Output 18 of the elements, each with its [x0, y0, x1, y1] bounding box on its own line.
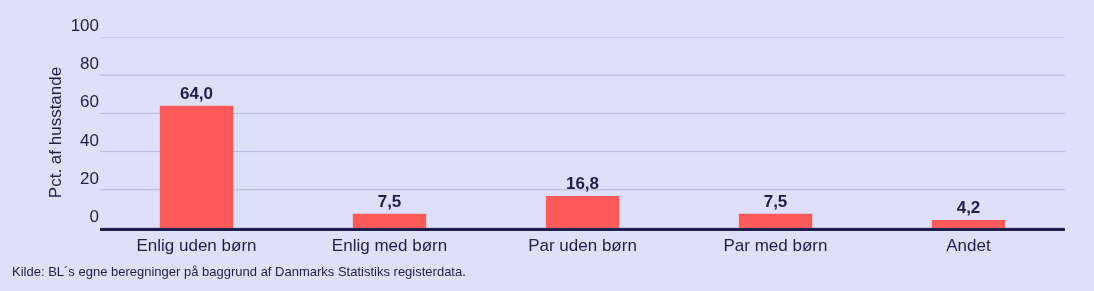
data-label: 4,2	[956, 197, 981, 217]
y-tick-label: 20	[80, 168, 99, 188]
data-label: 7,5	[377, 191, 402, 211]
data-label: 16,8	[565, 173, 600, 193]
x-tick-label: Par uden børn	[528, 236, 637, 256]
y-axis-title: Pct. af husstande	[46, 66, 66, 199]
y-tick-label: 0	[89, 207, 99, 227]
y-tick-label: 80	[80, 54, 99, 74]
y-tick-label: 100	[70, 16, 99, 36]
x-tick-label: Andet	[946, 236, 991, 256]
x-tick-label: Enlig med børn	[331, 236, 448, 256]
text: Kilde: BL´s egne beregninger på baggrund af Danmarks Statistiks registerdata.	[12, 264, 466, 279]
data-label: 64,0	[179, 83, 214, 103]
x-tick-label: Enlig uden børn	[136, 236, 257, 256]
x-tick-label: Par med børn	[723, 236, 828, 256]
data-label: 7,5	[763, 191, 788, 211]
y-tick-label: 40	[80, 130, 99, 150]
y-tick-label: 60	[80, 92, 99, 112]
